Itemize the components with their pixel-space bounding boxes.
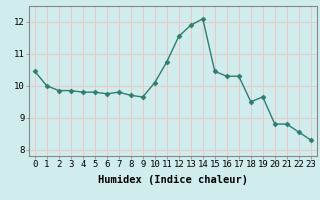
X-axis label: Humidex (Indice chaleur): Humidex (Indice chaleur) — [98, 175, 248, 185]
